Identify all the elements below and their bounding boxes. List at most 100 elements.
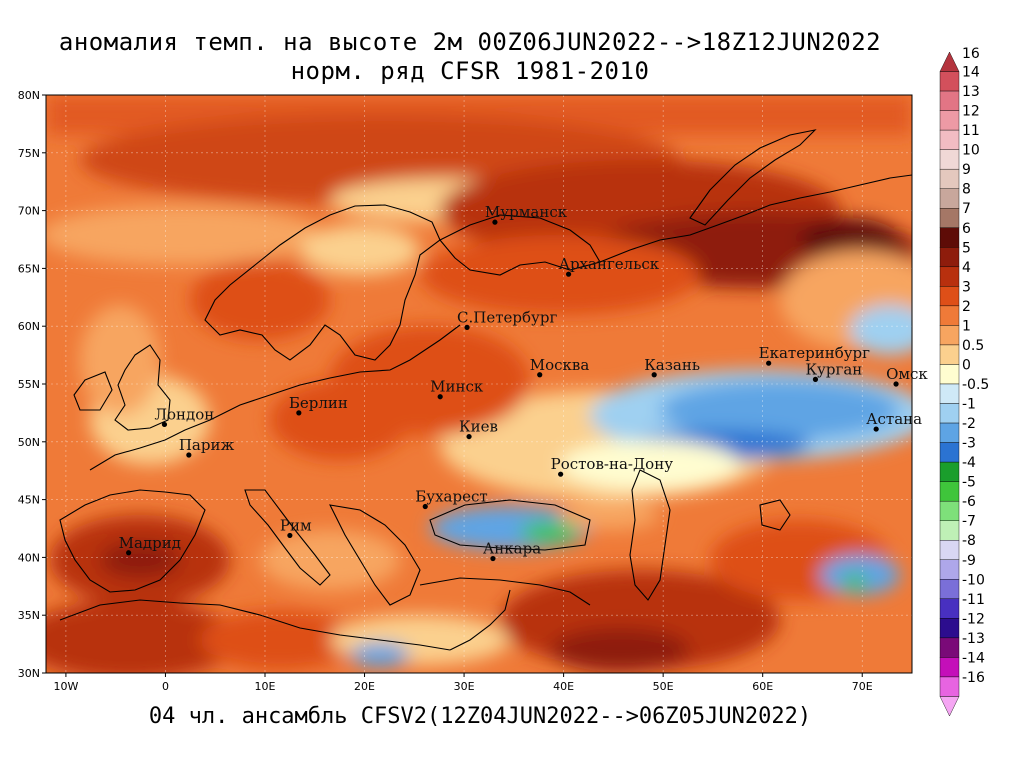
city-label: Астана	[866, 410, 922, 428]
lat-tick-label: 40N	[18, 551, 40, 564]
colorbar-swatch	[939, 559, 960, 580]
city-label: Архангельск	[559, 255, 660, 273]
colorbar-label: -7	[962, 514, 976, 530]
lon-tick-label: 40E	[553, 680, 574, 693]
city-marker	[466, 433, 472, 440]
colorbar-swatch	[939, 286, 960, 307]
colorbar-swatch	[939, 325, 960, 346]
lat-axis: 30N 35N 40N 45N 50N 55N 60N 65N 70N 75N 80N	[18, 89, 46, 680]
city-label: С.Петербург	[457, 308, 557, 326]
city-label: Киев	[459, 418, 498, 436]
lat-tick-label: 70N	[18, 205, 40, 218]
lat-tick-label: 45N	[18, 494, 40, 507]
colorbar-swatch	[939, 618, 960, 639]
colorbar-swatch	[939, 227, 960, 248]
colorbar-swatch	[939, 422, 960, 443]
colorbar-label: -16	[962, 670, 985, 686]
colorbar-swatch	[939, 149, 960, 170]
colorbar-label: -14	[962, 650, 985, 666]
colorbar-swatch	[939, 364, 960, 385]
colorbar-label: -2	[962, 416, 976, 432]
city-label: Мадрид	[119, 534, 181, 552]
colorbar-label: 14	[962, 65, 980, 81]
city-label: Лондон	[154, 405, 214, 423]
colorbar-swatch	[939, 481, 960, 502]
colorbar-label: -6	[962, 494, 976, 510]
colorbar-swatch	[939, 188, 960, 209]
city-marker	[490, 555, 496, 562]
lon-axis: 10W 0 10E 20E 30E 40E 50E 60E 70E	[53, 673, 873, 693]
city-label: Омск	[886, 365, 928, 383]
coastlines	[59, 129, 912, 651]
city-label: Казань	[644, 356, 700, 374]
lat-tick-label: 50N	[18, 436, 40, 449]
colorbar-label: 0.5	[962, 338, 984, 354]
colorbar-label: 9	[962, 162, 971, 178]
city-marker	[558, 471, 564, 477]
colorbar-swatch	[939, 344, 960, 365]
colorbar-label: -1	[962, 397, 976, 413]
colorbar-swatch	[939, 540, 960, 560]
city-marker	[812, 376, 819, 382]
city-marker	[873, 426, 879, 432]
lon-tick-label: 60E	[752, 680, 773, 693]
colorbar-label: -9	[962, 553, 976, 569]
lat-tick-label: 30N	[18, 667, 40, 680]
colorbar-label: 16	[962, 46, 980, 62]
colorbar-swatch	[939, 657, 960, 678]
colorbar-swatch	[939, 461, 960, 482]
lon-tick-label: 20E	[354, 680, 375, 693]
colorbar-swatch	[939, 90, 960, 111]
lon-tick-label: 30E	[454, 680, 475, 693]
city-label: Екатеринбург	[759, 344, 870, 362]
colorbar-label: -11	[962, 592, 985, 608]
city-marker	[287, 532, 293, 539]
city-marker	[437, 394, 443, 400]
colorbar-label: 0	[962, 357, 971, 373]
city-label: Мурманск	[485, 203, 568, 221]
colorbar-swatch	[939, 637, 960, 658]
colorbar-label: 10	[962, 143, 980, 159]
lon-tick-label: 50E	[653, 680, 674, 693]
colorbar-label: 8	[962, 182, 971, 198]
colorbar-label: -3	[962, 436, 976, 452]
lon-tick-label: 0	[162, 680, 169, 693]
colorbar: 16 14 13 12 11 10 9 8 7 6 5 4 3 2 1 0.5 0 -0.5 -1 -2 -3 -4 -5 -…	[939, 46, 989, 717]
colorbar-swatch	[939, 266, 960, 287]
colorbar-swatch	[939, 129, 960, 150]
city-label: Анкара	[483, 540, 541, 558]
city-marker	[766, 360, 772, 366]
colorbar-swatch	[939, 247, 960, 268]
city-label: Рим	[280, 516, 312, 534]
city-marker	[422, 503, 428, 510]
colorbar-label: -4	[962, 455, 976, 471]
city-marker	[464, 324, 470, 330]
lat-tick-label: 60N	[18, 320, 40, 333]
city-layer: Мурманск Архангельск С.Петербург Москва Каза…	[119, 203, 928, 562]
lat-tick-label: 35N	[18, 609, 40, 622]
city-label: Париж	[179, 436, 235, 454]
chart-title: аномалия темп. на высоте 2м 00Z06JUN2022…	[58, 28, 882, 56]
colorbar-swatch	[939, 208, 960, 228]
city-label: Минск	[430, 378, 484, 396]
colorbar-label: 1	[962, 318, 971, 334]
city-marker	[492, 219, 498, 225]
city-marker	[161, 421, 168, 428]
colorbar-label: 3	[962, 279, 971, 295]
colorbar-label: 11	[962, 123, 980, 139]
colorbar-swatch	[939, 696, 960, 717]
colorbar-swatch	[939, 676, 960, 697]
city-label: Москва	[530, 356, 590, 374]
colorbar-label: -10	[962, 572, 985, 588]
colorbar-swatch	[939, 579, 960, 600]
city-marker	[893, 381, 899, 387]
city-label: Берлин	[289, 394, 348, 412]
colorbar-label: -0.5	[962, 377, 989, 393]
lat-tick-label: 80N	[18, 89, 40, 102]
city-label: Бухарест	[415, 488, 487, 506]
colorbar-swatch	[939, 383, 960, 404]
ensemble-footer: 04 чл. ансамбль CFSV2(12Z04JUN2022-->06Z…	[148, 704, 812, 729]
city-marker	[126, 550, 132, 556]
anomaly-field	[46, 95, 912, 673]
